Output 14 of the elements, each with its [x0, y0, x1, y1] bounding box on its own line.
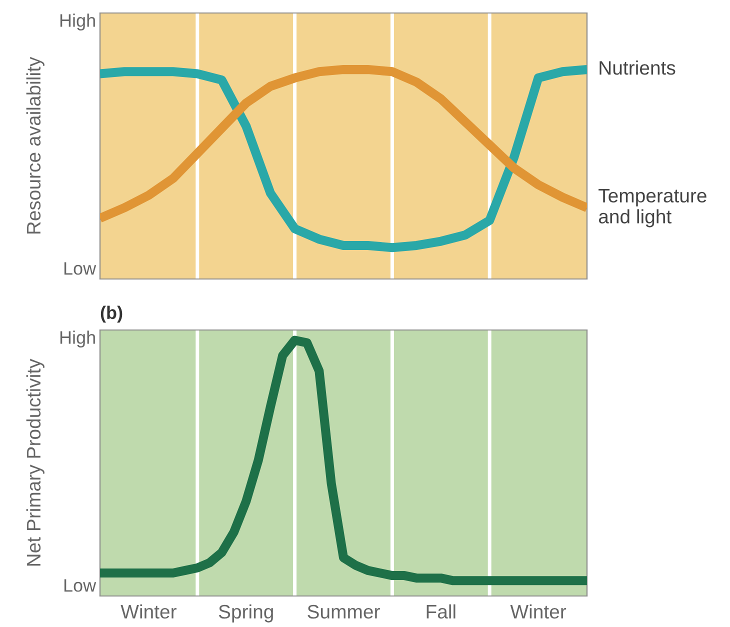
x-tick-label: Fall — [426, 604, 456, 619]
series-label: Temperature and light — [598, 188, 706, 228]
text: High — [60, 14, 95, 30]
chart-title: (b) — [100, 306, 122, 323]
y-axis-title: Resource availability — [26, 56, 44, 234]
text: Low — [64, 579, 96, 592]
text: Low — [64, 262, 96, 275]
text: High — [60, 330, 95, 348]
y-axis-title: Net Primary Productivity — [26, 358, 44, 566]
x-tick-label: Winter — [120, 604, 176, 619]
series-label: Nutrients — [600, 60, 676, 75]
x-tick-label: Summer — [308, 604, 380, 619]
x-tick-label: Winter — [510, 604, 566, 619]
x-tick-label: Spring — [218, 604, 273, 622]
